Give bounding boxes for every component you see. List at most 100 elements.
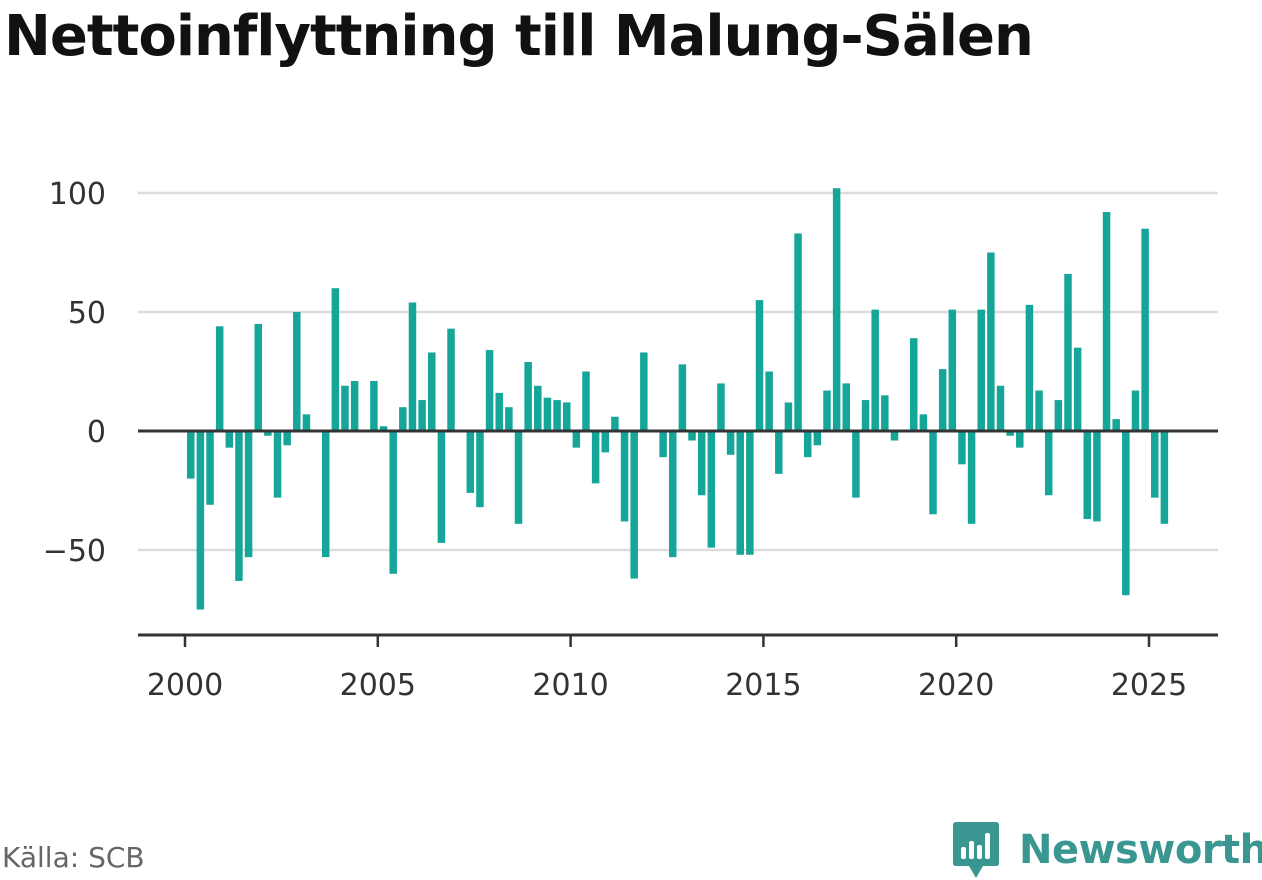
bar <box>264 431 272 436</box>
bar <box>1016 431 1024 448</box>
bar <box>514 431 523 524</box>
bar <box>466 431 475 493</box>
bar <box>842 383 851 431</box>
bar <box>678 364 687 431</box>
bar <box>823 390 831 431</box>
bar <box>1044 431 1053 496</box>
bar <box>861 400 870 431</box>
bar <box>755 300 764 431</box>
bar <box>967 431 976 524</box>
bar <box>495 392 503 431</box>
bar <box>1102 212 1111 431</box>
bar <box>524 361 532 431</box>
x-tick-label: 2015 <box>725 668 801 703</box>
bar <box>591 431 600 484</box>
x-tick-label: 2005 <box>340 668 416 703</box>
bar <box>611 416 619 431</box>
bar <box>572 431 581 448</box>
bar <box>669 431 677 558</box>
y-tick-label: 0 <box>87 415 106 450</box>
bar <box>746 431 754 555</box>
gridlines <box>138 191 1218 552</box>
bar <box>1054 400 1063 431</box>
bar <box>331 288 340 431</box>
bar <box>273 431 282 498</box>
x-tick-label: 2000 <box>147 668 223 703</box>
bar <box>1073 347 1082 431</box>
bar <box>881 395 889 431</box>
bar <box>562 402 571 431</box>
bar <box>379 426 388 431</box>
bar <box>553 400 561 431</box>
bar <box>948 309 957 431</box>
bar <box>399 407 407 431</box>
bars <box>187 188 1169 610</box>
bar <box>784 402 793 431</box>
bar <box>765 371 773 431</box>
bar <box>505 407 513 431</box>
bar <box>534 385 542 431</box>
source-note: Källa: SCB <box>2 841 145 874</box>
bar <box>1064 273 1072 431</box>
bar <box>418 400 426 431</box>
bar <box>794 233 802 431</box>
newsworthy-logo-icon <box>953 822 999 878</box>
bar <box>1006 431 1014 436</box>
bar <box>1035 390 1043 431</box>
bar <box>447 328 455 431</box>
bar <box>813 431 822 446</box>
bar <box>987 252 995 431</box>
bar <box>1112 419 1120 431</box>
bar <box>215 326 224 431</box>
bar <box>958 431 966 465</box>
brand-name: Newsworthy <box>1019 827 1262 873</box>
bar <box>293 312 301 431</box>
bar <box>832 188 841 431</box>
bar <box>890 431 899 441</box>
bar <box>640 352 648 431</box>
bar <box>977 309 985 431</box>
bar <box>1141 228 1149 431</box>
bar <box>1131 390 1140 431</box>
bar <box>630 431 638 579</box>
bar <box>938 369 947 431</box>
bar <box>996 385 1005 431</box>
bar <box>196 431 205 610</box>
bar <box>187 431 195 479</box>
bar <box>919 414 928 431</box>
bar <box>726 431 735 455</box>
bar <box>485 350 494 431</box>
bar <box>1122 431 1130 596</box>
bar <box>717 383 725 431</box>
bar <box>235 431 243 581</box>
bar <box>254 323 262 431</box>
y-tick-label: 50 <box>68 296 106 331</box>
bar <box>707 431 716 548</box>
bar <box>225 431 234 448</box>
y-tick-label: −50 <box>43 534 106 569</box>
chart-title: Nettoinflyttning till Malung-Sälen <box>4 4 1034 69</box>
bar <box>341 385 349 431</box>
bar <box>437 431 446 543</box>
y-tick-label: 100 <box>49 177 106 212</box>
bar <box>620 431 629 522</box>
bar <box>803 431 812 458</box>
bar <box>1151 431 1159 498</box>
bar <box>929 431 937 515</box>
bar <box>476 431 484 508</box>
bar <box>321 431 330 558</box>
bar <box>543 397 552 431</box>
x-tick-label: 2010 <box>532 668 608 703</box>
bar <box>428 352 436 431</box>
bar <box>910 338 918 431</box>
bar <box>871 309 879 431</box>
bar <box>206 431 214 505</box>
brand-logo: Newsworthy <box>951 820 1262 880</box>
bar <box>244 431 253 558</box>
bar <box>852 431 860 498</box>
bar <box>582 371 590 431</box>
bar <box>736 431 744 555</box>
bar <box>775 431 783 474</box>
axes: −50 0 50 100 2000 2005 2010 2015 2020 2025 <box>43 177 1218 703</box>
